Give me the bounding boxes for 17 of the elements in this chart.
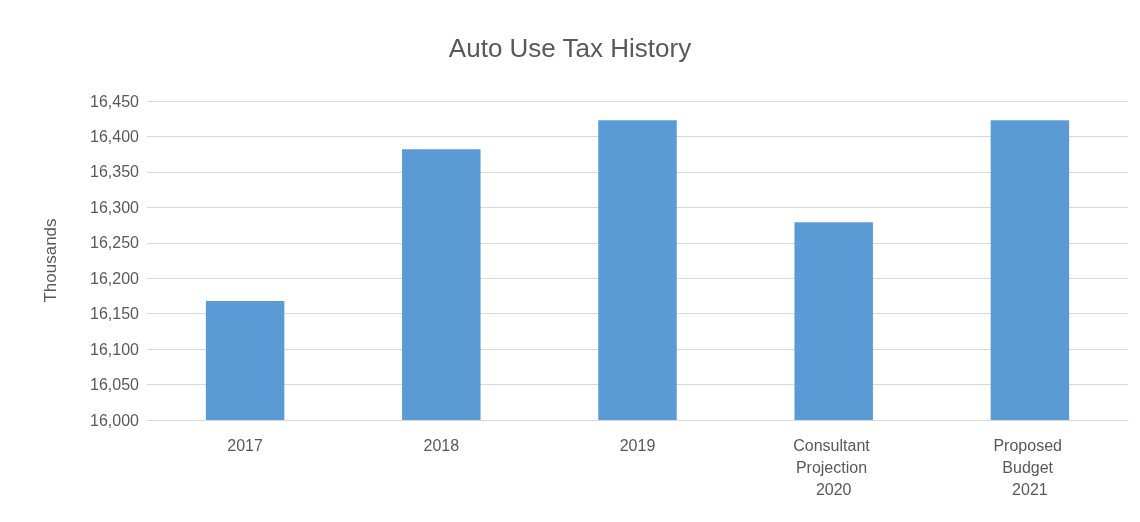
y-tick-label: 16,200	[90, 269, 140, 287]
y-tick-label: 16,250	[90, 234, 140, 252]
y-tick-label: 16,000	[90, 411, 140, 429]
y-tick-label: 16,450	[90, 92, 140, 110]
y-axis-title: Thousands	[41, 218, 60, 303]
y-tick-label: 16,300	[90, 198, 140, 216]
x-tick-label: Consultant Projection 2020	[793, 436, 875, 498]
x-tick-label: 2017	[227, 436, 263, 454]
y-tick-label: 16,150	[90, 305, 140, 323]
x-tick-label: 2019	[619, 436, 656, 454]
y-tick-label: 16,100	[90, 340, 140, 358]
x-tick-label: Proposed Budget 2021	[993, 436, 1067, 498]
y-tick-label: 16,050	[90, 376, 140, 394]
y-tick-label: 16,400	[90, 127, 140, 145]
chart-title: Auto Use Tax History	[448, 33, 692, 63]
x-tick-label: 2018	[423, 436, 460, 454]
y-tick-label: 16,350	[90, 163, 140, 181]
